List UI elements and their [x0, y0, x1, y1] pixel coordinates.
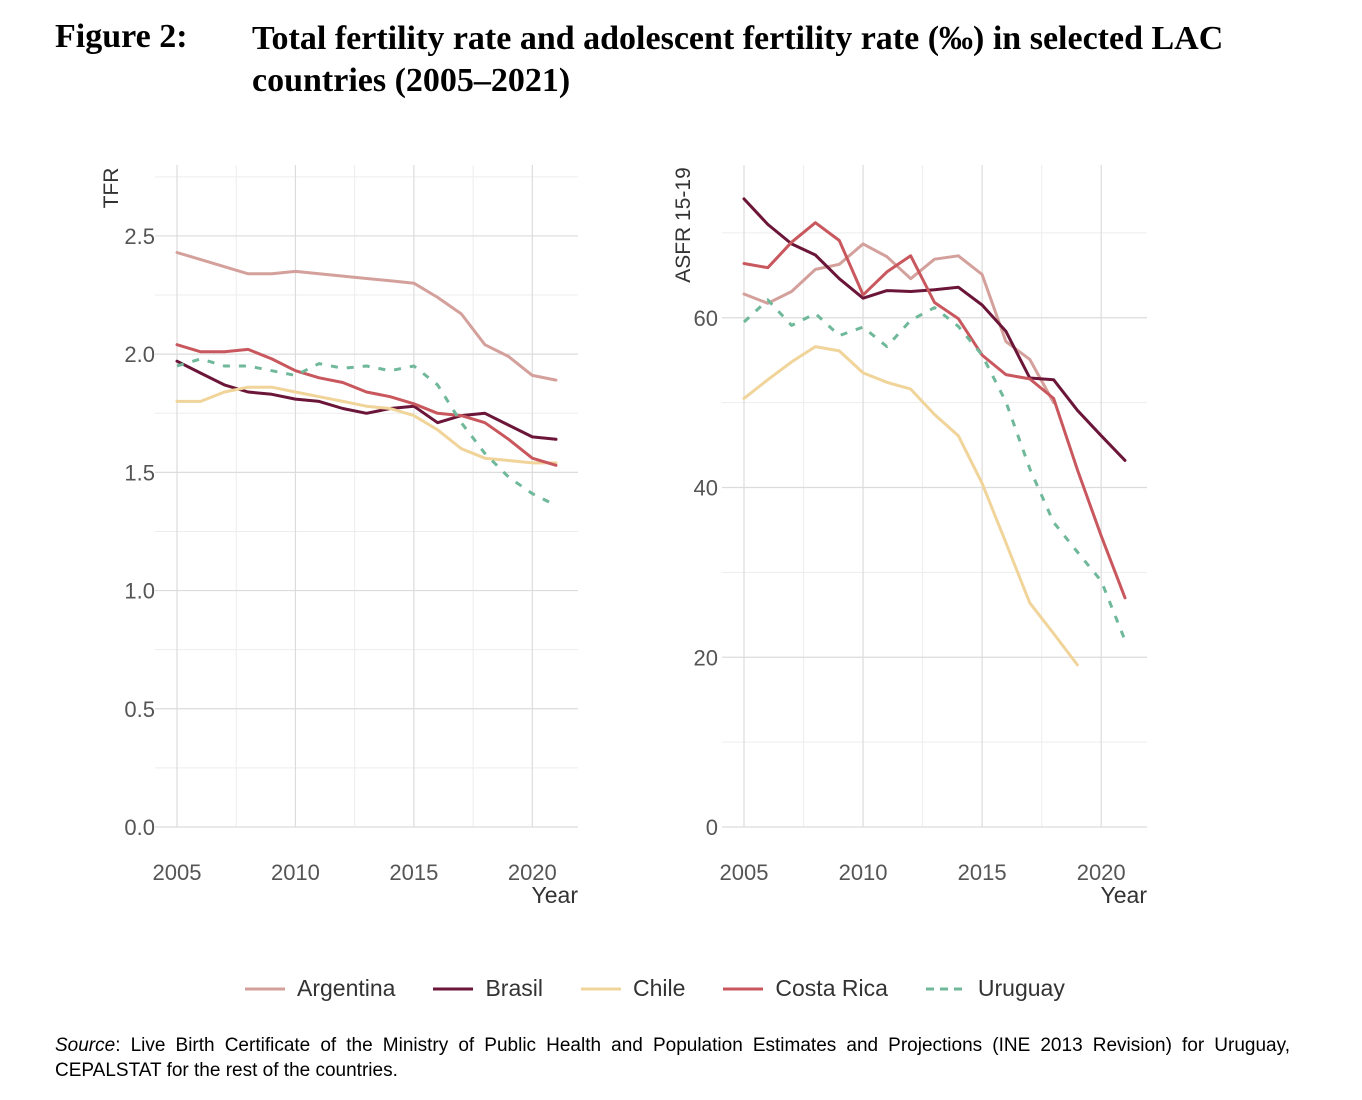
y-tick-label: 1.5 — [124, 460, 155, 485]
y-tick-label: 1.0 — [124, 579, 155, 604]
y-tick-label: 0.5 — [124, 697, 155, 722]
legend-item-brasil: Brasil — [433, 975, 543, 1002]
legend-swatch-argentina — [245, 987, 285, 990]
y-tick-label: 20 — [694, 645, 718, 670]
x-tick-label: 2005 — [153, 860, 202, 885]
series-line-brasil — [175, 359, 558, 441]
legend-item-costa-rica: Costa Rica — [723, 975, 888, 1002]
legend-label-costa-rica: Costa Rica — [775, 975, 888, 1001]
series-line-costa-rica — [175, 343, 558, 467]
source-note: Source: Live Birth Certificate of the Mi… — [55, 1033, 1290, 1083]
series-line-chile — [742, 345, 1079, 667]
x-tick-label: 2010 — [839, 860, 888, 885]
source-text: : Live Birth Certificate of the Ministry… — [55, 1035, 1290, 1081]
x-tick-label: 2010 — [271, 860, 320, 885]
legend-swatch-brasil — [433, 987, 474, 990]
series-line-argentina — [175, 251, 558, 382]
legend-item-chile: Chile — [580, 975, 686, 1002]
legend-swatch-uruguay — [925, 987, 966, 990]
y-tick-label: 0 — [706, 815, 718, 840]
x-tick-label: 2015 — [389, 860, 438, 885]
y-tick-label: 40 — [694, 476, 718, 501]
y-axis-label: TFR — [100, 168, 123, 209]
x-tick-label: 2015 — [958, 860, 1007, 885]
y-tick-label: 2.5 — [124, 224, 155, 249]
x-axis-label: Year — [532, 882, 579, 908]
y-axis-label: ASFR 15-19 — [672, 167, 695, 283]
y-tick-label: 0.0 — [124, 815, 155, 840]
legend-label-chile: Chile — [632, 975, 686, 1001]
legend-swatch-chile — [580, 987, 621, 990]
legend-label-uruguay: Uruguay — [977, 975, 1065, 1001]
chart-legend: Argentina Brasil Chile Costa Rica Urugua… — [245, 975, 1103, 1002]
series-line-chile — [175, 385, 558, 465]
legend-item-uruguay: Uruguay — [925, 975, 1065, 1002]
series-line-uruguay — [176, 357, 557, 507]
figure-title: Total fertility rate and adolescent fert… — [252, 20, 1224, 99]
x-axis-label: Year — [1101, 882, 1148, 908]
legend-label-argentina: Argentina — [297, 975, 396, 1001]
source-label: Source — [55, 1035, 116, 1056]
x-tick-label: 2020 — [1077, 860, 1126, 885]
series-line-costa-rica — [742, 221, 1127, 600]
x-tick-label: 2005 — [720, 860, 769, 885]
y-tick-label: 60 — [694, 306, 718, 331]
legend-swatch-costa-rica — [723, 987, 764, 990]
series-line-brasil — [742, 197, 1127, 462]
series-line-argentina — [742, 242, 1056, 405]
legend-label-brasil: Brasil — [485, 975, 543, 1001]
figure-label: Figure 2: — [55, 18, 188, 55]
legend-item-argentina: Argentina — [245, 975, 395, 1002]
x-tick-label: 2020 — [508, 860, 557, 885]
series-line-uruguay — [742, 298, 1127, 641]
y-tick-label: 2.0 — [124, 342, 155, 367]
